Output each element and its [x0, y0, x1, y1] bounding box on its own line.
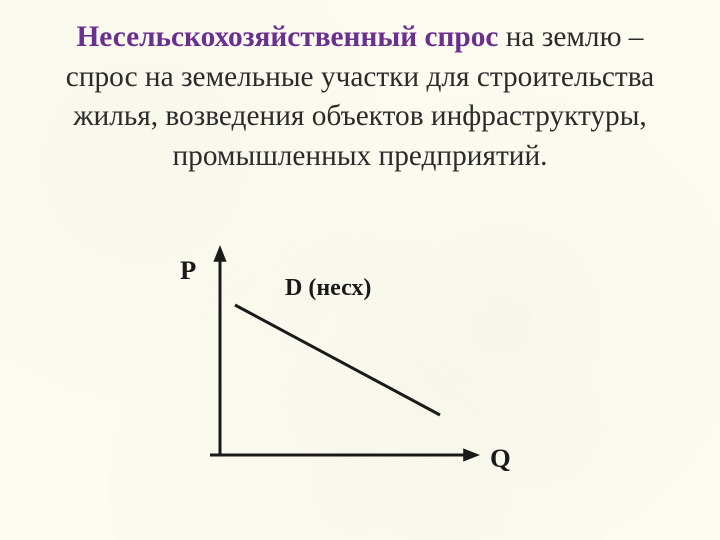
- x-axis-arrow: [463, 448, 480, 461]
- demand-line: [235, 305, 440, 415]
- title-term: Несельскохозяйственный спрос: [77, 21, 499, 53]
- axis-label-p: P: [180, 255, 196, 286]
- y-axis-arrow: [213, 245, 226, 262]
- demand-chart: P Q D (несх): [190, 245, 490, 475]
- demand-line-label: D (несх): [285, 275, 371, 302]
- axis-label-q: Q: [490, 443, 511, 474]
- slide-title: Несельскохозяйственный спрос на землю – …: [40, 18, 680, 176]
